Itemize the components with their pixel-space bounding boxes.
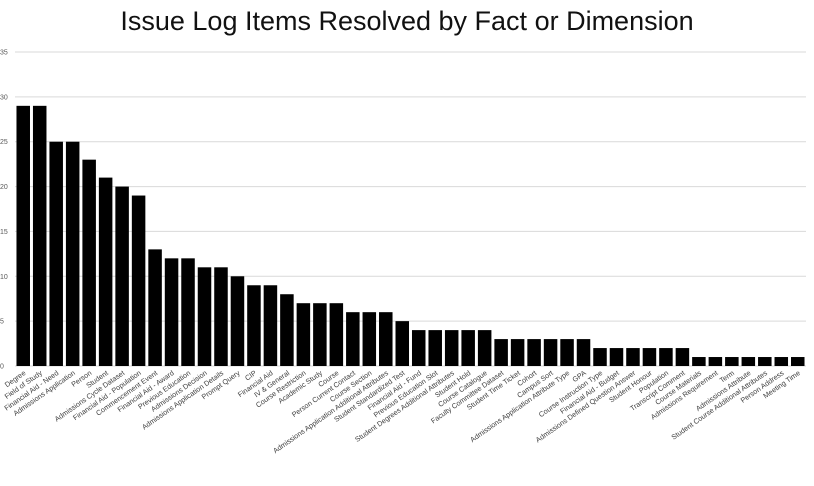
y-tick-label: 15 xyxy=(0,229,8,236)
bar xyxy=(280,294,294,366)
bar xyxy=(626,348,640,366)
bar xyxy=(609,348,624,366)
bar xyxy=(181,258,195,366)
bar xyxy=(659,348,673,366)
bar xyxy=(741,357,756,366)
bar xyxy=(527,339,541,366)
y-tick-label: 25 xyxy=(0,139,8,146)
bar xyxy=(82,159,96,366)
bar xyxy=(263,285,278,366)
bar xyxy=(329,303,344,366)
bar xyxy=(560,339,574,366)
bar xyxy=(98,177,113,366)
bar xyxy=(313,303,327,366)
bar xyxy=(461,330,475,366)
bar xyxy=(758,357,772,366)
bar xyxy=(725,357,739,366)
bar xyxy=(197,267,212,366)
bar xyxy=(115,186,129,366)
bar xyxy=(576,339,591,366)
bar xyxy=(675,348,690,366)
bar xyxy=(346,312,360,366)
y-tick-label: 0 xyxy=(0,364,4,371)
bar xyxy=(148,249,162,366)
bar xyxy=(379,312,393,366)
y-tick-label: 5 xyxy=(0,319,4,326)
bar xyxy=(362,312,377,366)
y-axis-tick-labels: 0 5 10 15 20 25 30 35 xyxy=(0,50,8,371)
bar xyxy=(543,339,558,366)
bar xyxy=(791,357,805,366)
y-tick-label: 30 xyxy=(0,94,8,101)
bar xyxy=(247,285,261,366)
chart-title: Issue Log Items Resolved by Fact or Dime… xyxy=(120,6,694,36)
bar xyxy=(214,267,228,366)
bar xyxy=(16,105,30,366)
bar xyxy=(494,339,508,366)
bar xyxy=(477,330,492,366)
bar xyxy=(444,330,459,366)
bar xyxy=(131,195,146,366)
bar xyxy=(49,141,63,366)
bar xyxy=(774,357,789,366)
bar xyxy=(428,330,442,366)
bar xyxy=(395,321,410,366)
y-tick-label: 20 xyxy=(0,184,8,191)
bar xyxy=(593,348,607,366)
bars xyxy=(16,105,805,366)
bar xyxy=(510,339,525,366)
bar xyxy=(164,258,179,366)
bar xyxy=(32,105,47,366)
y-tick-label: 10 xyxy=(0,274,8,281)
bar xyxy=(708,357,723,366)
bar xyxy=(642,348,657,366)
bar xyxy=(230,276,245,366)
bar xyxy=(65,141,80,366)
bar xyxy=(411,330,426,366)
bar xyxy=(296,303,311,366)
bar xyxy=(692,357,706,366)
y-tick-label: 35 xyxy=(0,50,8,57)
gridlines xyxy=(15,51,806,367)
